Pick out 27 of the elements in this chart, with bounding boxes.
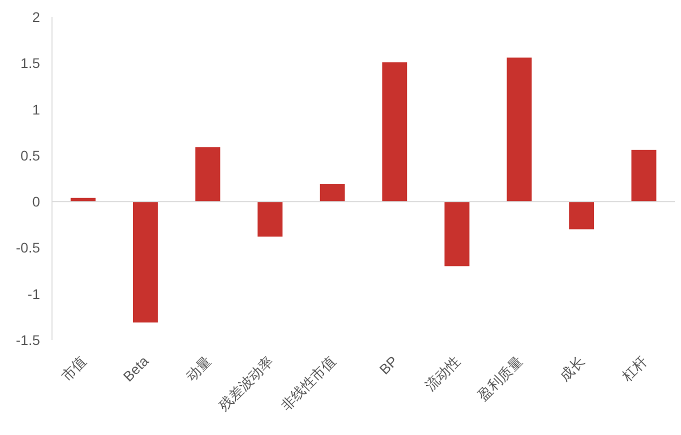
x-tick-label: BP [376,352,401,378]
y-tick-label: 0 [32,194,40,210]
y-tick-label: 0.5 [20,147,40,164]
x-tick-label: 杠杆 [618,352,650,385]
bar [382,62,408,202]
bar [631,150,656,202]
bar [320,184,345,202]
y-tick-label: -1 [28,286,40,302]
bar [569,202,594,230]
y-tick-label: 1 [32,101,40,118]
bar [195,147,220,202]
x-tick-label: 成长 [556,352,588,384]
x-tick-label: 残差波动率 [215,352,276,414]
y-tick-label: 2 [32,9,40,25]
y-tick-label: -0.5 [16,240,40,256]
x-tick-label: 盈利质量 [474,352,526,404]
bar [258,202,283,237]
x-tick-label: 市值 [58,352,90,384]
x-tick-label: 流动性 [422,352,464,394]
x-tick-label: 非线性市值 [278,352,338,414]
y-tick-label: -1.5 [16,332,40,348]
bar [132,202,158,322]
x-tick-label: Beta [120,352,152,384]
bar [506,58,532,202]
y-tick-label: 1.5 [20,55,40,72]
x-tick-label: 动量 [182,352,214,384]
bar [444,202,470,266]
